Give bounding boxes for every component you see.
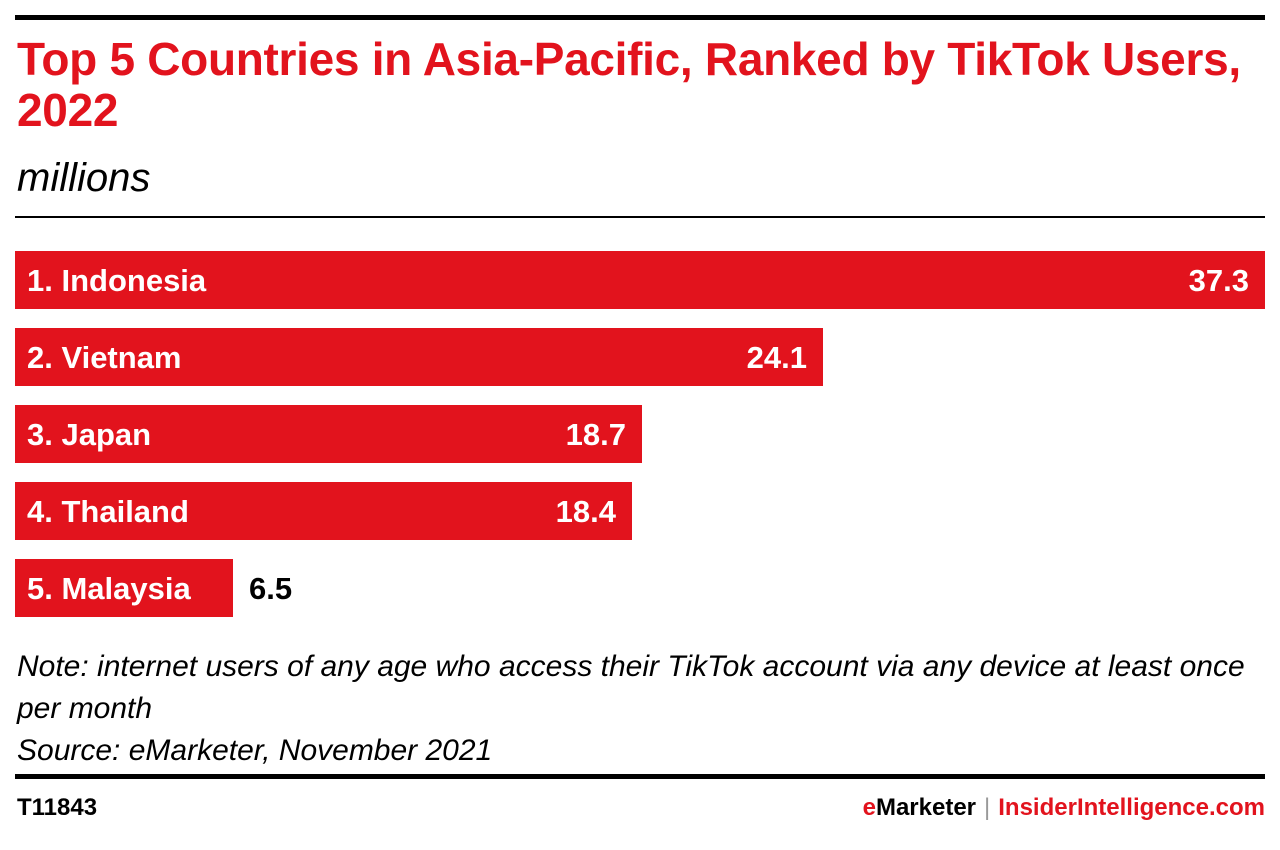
source-text: Source: eMarketer, November 2021	[17, 734, 493, 767]
note-text: Note: internet users of any age who acce…	[17, 650, 1245, 725]
bottom-rule	[15, 774, 1265, 779]
brand-footer: eMarketer | InsiderIntelligence.com	[863, 794, 1265, 822]
top-rule	[15, 15, 1265, 20]
bar-chart: 1. Indonesia 37.3 2. Vietnam 24.1 3. Japan 18…	[15, 251, 1265, 617]
brand-separator: |	[984, 794, 991, 821]
category-label: 5. Malaysia	[27, 571, 191, 606]
value-label: 18.7	[566, 417, 626, 452]
bar-1	[15, 251, 1265, 309]
brand-insider-intelligence: InsiderIntelligence.com	[998, 794, 1265, 821]
value-label: 18.4	[556, 494, 617, 529]
value-label: 37.3	[1189, 263, 1249, 298]
bar-4	[15, 482, 632, 540]
chart-notes: Note: internet users of any age who acce…	[17, 646, 1257, 772]
bar-2	[15, 328, 823, 386]
category-label: 2. Vietnam	[27, 340, 182, 375]
header-rule	[15, 216, 1265, 218]
value-label: 6.5	[249, 571, 292, 606]
brand-emarketer-e: e	[862, 794, 876, 821]
chart-id: T11843	[17, 794, 98, 821]
bar-5	[15, 559, 233, 617]
chart-subtitle: millions	[17, 156, 151, 200]
category-label: 1. Indonesia	[27, 263, 207, 298]
brand-emarketer-rest: Marketer	[875, 794, 977, 821]
category-label: 4. Thailand	[27, 494, 189, 529]
bar-3	[15, 405, 642, 463]
chart-title: Top 5 Countries in Asia-Pacific, Ranked …	[17, 33, 1241, 136]
value-label: 24.1	[747, 340, 807, 375]
category-label: 3. Japan	[27, 417, 151, 452]
